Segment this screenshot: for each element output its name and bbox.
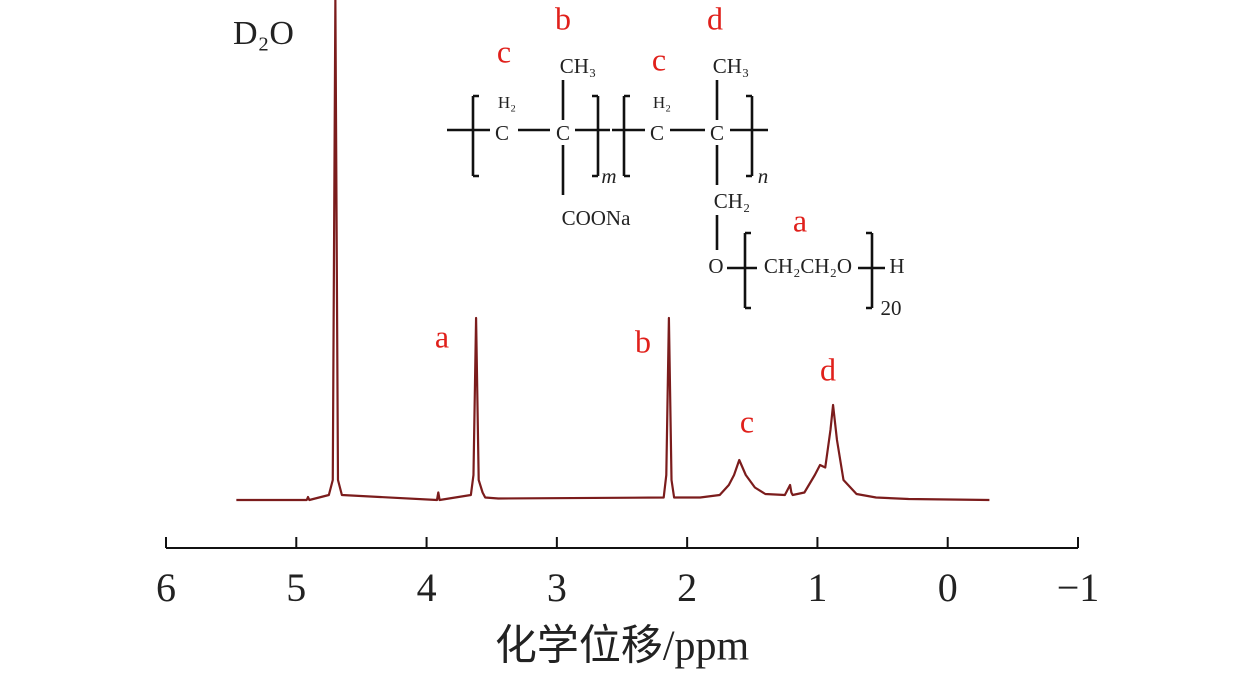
label: H₂: [498, 93, 516, 112]
label: 20: [881, 296, 902, 320]
label: CH₃: [560, 54, 597, 78]
x-tick-label: 3: [547, 565, 567, 610]
label: CH₂: [714, 189, 751, 213]
peak-label: c: [740, 403, 754, 439]
label: a: [793, 202, 807, 238]
x-tick-label: 5: [286, 565, 306, 610]
label: O: [708, 254, 723, 278]
label: c: [652, 41, 666, 77]
x-axis-title: 化学位移/ppm: [495, 623, 750, 670]
label: C: [495, 121, 509, 145]
spectrum-line: [236, 0, 990, 502]
label: C: [650, 121, 664, 145]
x-tick-label: −1: [1057, 565, 1100, 610]
x-tick-label: 6: [156, 565, 176, 610]
label: H: [889, 254, 904, 278]
label: n: [758, 164, 769, 188]
x-tick-label: 0: [938, 565, 958, 610]
label: b: [555, 0, 571, 36]
bonds: [447, 80, 885, 310]
x-tick-label: 2: [677, 565, 697, 610]
x-tick-label: 1: [807, 565, 827, 610]
solvent-label: D₂O: [233, 15, 294, 52]
peak-label: d: [820, 351, 836, 387]
peak-label: b: [635, 323, 651, 359]
label: C: [556, 121, 570, 145]
label: COONa: [562, 206, 632, 230]
label: m: [601, 164, 616, 188]
label: H₂: [653, 93, 671, 112]
label: c: [497, 33, 511, 69]
structure: c b c d CH₃ CH₃ H₂ H₂ C C C C m n COONa …: [447, 0, 905, 320]
label: C: [710, 121, 724, 145]
x-tick-label: 4: [417, 565, 437, 610]
peak-label: a: [435, 318, 449, 354]
label: CH₃: [713, 54, 750, 78]
label: d: [707, 0, 723, 36]
label: CH₂CH₂O: [764, 254, 852, 278]
